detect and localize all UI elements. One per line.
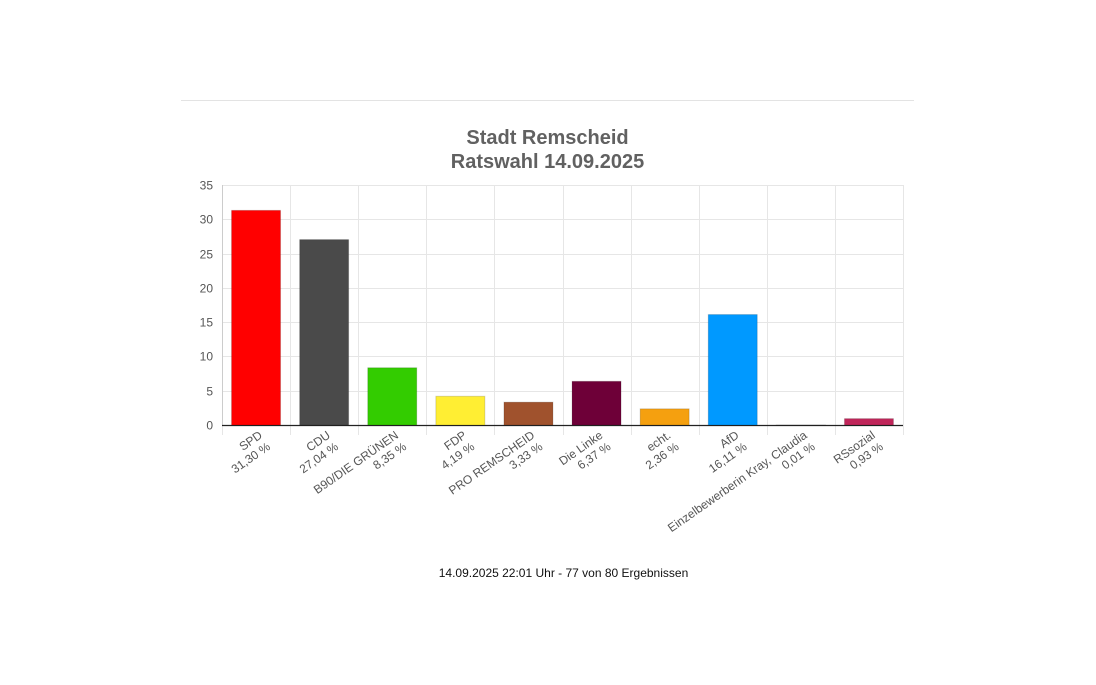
y-tick-label: 25	[200, 248, 214, 262]
divider-line	[181, 100, 914, 101]
bar-die-linke[interactable]	[571, 380, 622, 426]
chart-title-line-2: Ratswahl 14.09.2025	[450, 151, 645, 173]
bar-cdu[interactable]	[299, 239, 350, 426]
bar-pro-remscheid[interactable]	[503, 401, 554, 426]
y-tick-label: 5	[206, 385, 213, 399]
y-tick-label: 10	[200, 350, 214, 364]
bar-echt[interactable]	[639, 408, 690, 426]
bar-spd[interactable]	[231, 209, 282, 426]
y-tick-label: 20	[200, 282, 214, 296]
chart-title: Stadt Remscheid Ratswahl 14.09.2025	[300, 126, 795, 174]
y-tick-label: 35	[200, 179, 214, 193]
results-footnote: 14.09.2025 22:01 Uhr - 77 von 80 Ergebni…	[438, 566, 689, 580]
chart-title-line-1: Stadt Remscheid	[466, 127, 629, 149]
x-category-label: echt.2,36 %	[643, 428, 682, 472]
bar-rssozial[interactable]	[843, 418, 894, 426]
bar-fdp[interactable]	[435, 395, 486, 426]
bar-b90-die-gr-nen[interactable]	[367, 367, 418, 426]
y-tick-label: 15	[200, 316, 214, 330]
bar-afd[interactable]	[707, 314, 758, 426]
y-tick-label: 30	[200, 213, 214, 227]
y-tick-label: 0	[206, 419, 213, 433]
